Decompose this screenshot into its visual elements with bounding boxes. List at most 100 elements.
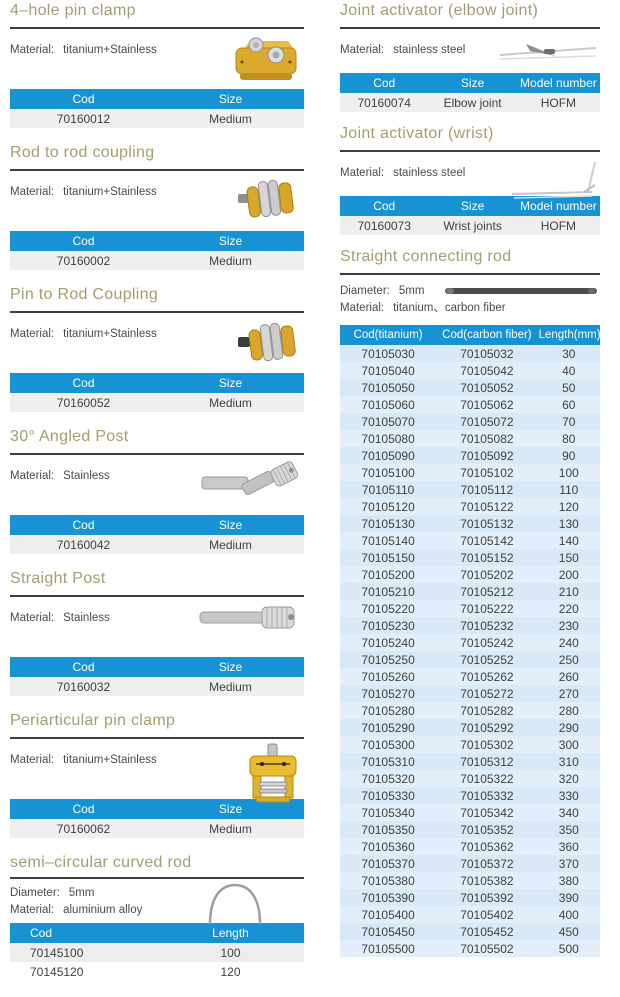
periarticular-pin-clamp-image — [244, 743, 302, 805]
spec-table: Cod Size Model number 70160073 Wrist joints H… — [340, 196, 600, 235]
material-label: Material: — [10, 328, 55, 340]
cell: 70105332 — [436, 787, 538, 804]
table-row: 70105200 70105202 200 — [340, 566, 600, 583]
column-header: Cod — [340, 73, 429, 93]
spec-table: Cod Length 70145100 100 70145120 120 — [10, 923, 304, 981]
cell: 220 — [537, 600, 600, 617]
cell: 70105212 — [436, 583, 538, 600]
table-header-row: Cod(titanium) Cod(carbon fiber) Length(mm) — [340, 325, 601, 345]
cell: Medium — [157, 109, 304, 128]
table-header-row: Cod Size Model number — [340, 73, 600, 93]
cell: Medium — [157, 535, 304, 554]
material-value: titanium、carbon fiber — [393, 302, 506, 314]
table-row: 70105060 70105062 60 — [340, 396, 600, 413]
cell: 70105240 — [340, 634, 437, 651]
cell: Wrist joints — [428, 216, 517, 235]
info-line: Diameter: 5mm — [10, 885, 304, 902]
info-line: Material: Stainless — [10, 468, 304, 485]
cell: 80 — [537, 430, 600, 447]
column-header: Size — [157, 373, 304, 393]
cell: 70160062 — [10, 819, 157, 838]
cell: 70105112 — [436, 481, 538, 498]
cell: 60 — [537, 396, 600, 413]
cell: 500 — [537, 940, 600, 957]
right-column: Joint activator (elbow joint) Material: st… — [340, 2, 601, 997]
table-row: 70105450 70105452 450 — [340, 923, 600, 940]
section-title: Rod to rod coupling — [10, 144, 155, 161]
cell: 50 — [537, 379, 600, 396]
material-label: Material: — [10, 470, 55, 482]
diameter-value: 5mm — [68, 887, 95, 899]
cell: 70105052 — [436, 379, 538, 396]
table-row: 70105080 70105082 80 — [340, 430, 600, 447]
cell: 70105260 — [340, 668, 437, 685]
section-title: Straight connecting rod — [340, 248, 512, 265]
cell: Medium — [157, 393, 304, 412]
cell: 70105340 — [340, 804, 437, 821]
table-row: 70105110 70105112 110 — [340, 481, 600, 498]
column-header: Size — [157, 657, 304, 677]
cell: 70105152 — [436, 549, 538, 566]
column-header: Size — [428, 196, 517, 216]
info-row: Material: titanium+Stainless — [10, 739, 304, 803]
column-header: Cod — [340, 196, 429, 216]
material-label: Material: — [340, 302, 385, 314]
column-header: Length(mm) — [537, 325, 601, 345]
cell: 70105210 — [340, 583, 437, 600]
table-header-row: Cod Size — [10, 231, 304, 251]
section: Joint activator (wrist) Material: stainles… — [340, 125, 600, 235]
cell: 70105262 — [436, 668, 538, 685]
cell: 70105102 — [436, 464, 538, 481]
angled-post-image — [198, 459, 302, 505]
info-line: Material: titanium+Stainless — [10, 184, 304, 201]
cell: 70105070 — [340, 413, 437, 430]
cell: 70145120 — [10, 962, 157, 981]
table-row: 70105310 70105312 310 — [340, 753, 600, 770]
cell: 70105382 — [436, 872, 538, 889]
title-divider — [340, 27, 600, 29]
cell: 70105100 — [340, 464, 437, 481]
info-line: Material: titanium+Stainless — [10, 42, 304, 59]
section: 4–hole pin clamp Material: titanium+Stainl… — [10, 2, 304, 128]
cell: 70105232 — [436, 617, 538, 634]
cell: HOFM — [516, 216, 600, 235]
cell: 270 — [537, 685, 600, 702]
material-value: titanium+Stainless — [63, 328, 157, 340]
cell: 70160002 — [10, 251, 157, 270]
cell: 70105040 — [340, 362, 437, 379]
spec-table: Cod Size 70160012 Medium — [10, 89, 304, 128]
cell: 70105252 — [436, 651, 538, 668]
title-divider — [10, 311, 304, 313]
cell: 70105310 — [340, 753, 437, 770]
table-row: 70105040 70105042 40 — [340, 362, 600, 379]
table-header-row: Cod Size Model number — [340, 196, 600, 216]
cell: 250 — [537, 651, 600, 668]
diameter-value: 5mm — [398, 285, 425, 297]
cell: 140 — [537, 532, 600, 549]
cell: 70160012 — [10, 109, 157, 128]
table-row: 70105340 70105342 340 — [340, 804, 600, 821]
spec-table: Cod Size 70160002 Medium — [10, 231, 304, 270]
spec-table: Cod Size 70160032 Medium — [10, 657, 304, 696]
material-value: stainless steel — [393, 167, 466, 179]
cell: 70105082 — [436, 430, 538, 447]
table-row: 70105280 70105282 280 — [340, 702, 600, 719]
cell: 290 — [537, 719, 600, 736]
section: semi–circular curved rod Diameter: 5mm Mate… — [10, 854, 304, 981]
wrist-activator-image — [508, 158, 600, 204]
table-row: 70160042 Medium — [10, 535, 304, 554]
section: Pin to Rod Coupling Material: titanium+Sta… — [10, 286, 304, 412]
cell: 100 — [537, 464, 600, 481]
info-row: Diameter: 5mm Material: titanium、carbon fib… — [340, 275, 600, 325]
title-divider — [340, 273, 600, 275]
table-row: 70105330 70105332 330 — [340, 787, 600, 804]
table-row: 70160074 Elbow joint HOFM — [340, 93, 600, 112]
cell: 70105150 — [340, 549, 437, 566]
cell: 260 — [537, 668, 600, 685]
cell: 70105360 — [340, 838, 437, 855]
cell: Elbow joint — [428, 93, 517, 112]
table-header-row: Cod Size — [10, 89, 304, 109]
column-header: Cod — [10, 657, 157, 677]
section-title: Periarticular pin clamp — [10, 712, 176, 729]
cell: 210 — [537, 583, 600, 600]
